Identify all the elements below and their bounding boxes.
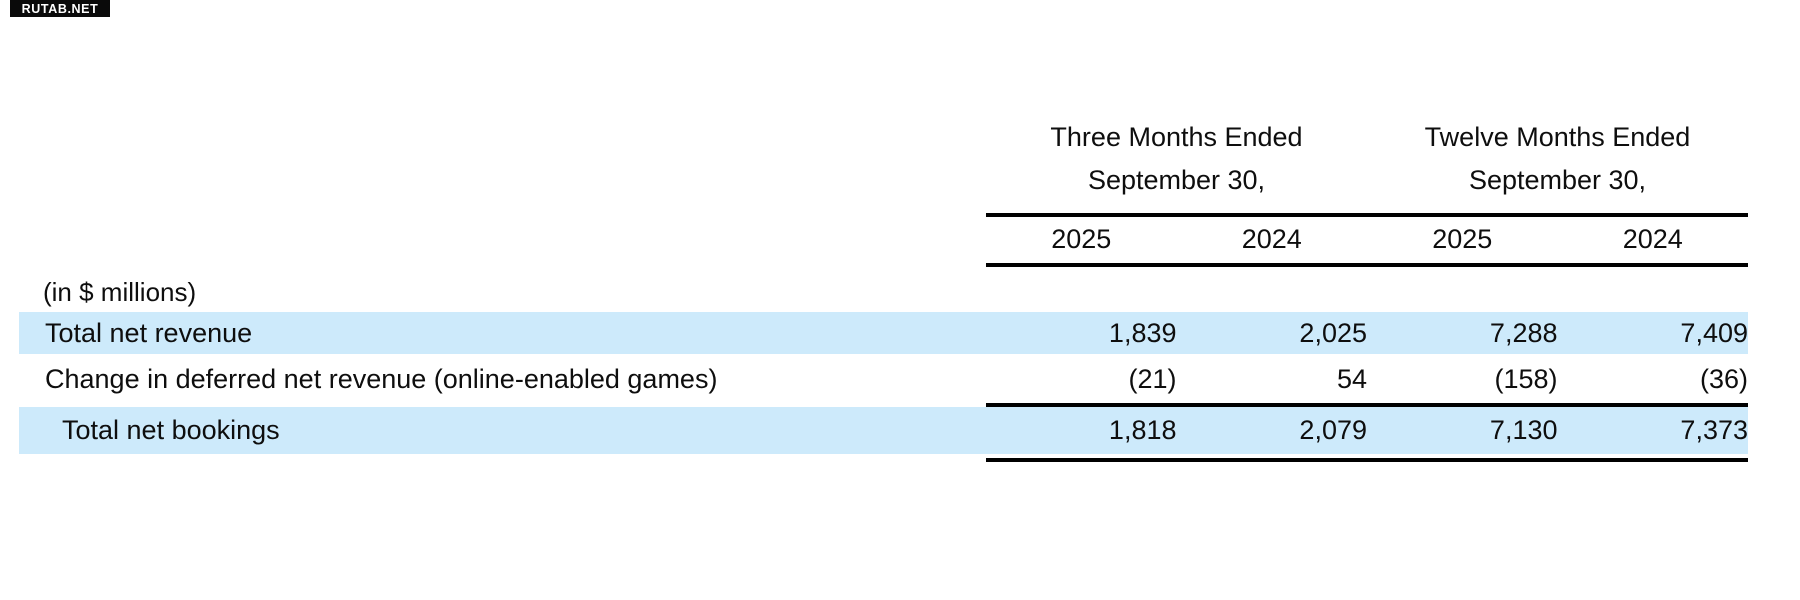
value-cell: 7,288 [1489, 317, 1558, 348]
column-group-title-line1: Three Months Ended [1050, 122, 1303, 152]
year-header-row: 2025 2024 2025 2024 [986, 219, 1748, 259]
column-group-title-line2: September 30, [1087, 165, 1266, 195]
value-cell: 7,409 [1680, 317, 1748, 348]
row-label: Total net bookings [62, 415, 280, 445]
row-total-net-bookings: Total net bookings 1,818 2,079 7,130 7,3… [19, 407, 1748, 454]
value-cell: (158) [1494, 363, 1558, 394]
year-column-header: 2024 [1241, 224, 1302, 254]
value-cell: 1,818 [1108, 415, 1177, 445]
total-row-top-rule [986, 403, 1748, 407]
column-group-title-line1: Twelve Months Ended [1424, 122, 1691, 152]
value-cell: 1,839 [1108, 317, 1177, 348]
row-change-in-deferred-net-revenue: Change in deferred net revenue (online-e… [19, 355, 1748, 403]
row-label: Change in deferred net revenue (online-e… [45, 363, 718, 394]
total-row-bottom-rule [986, 458, 1748, 462]
column-group-twelve-months: Twelve Months Ended September 30, [1367, 116, 1748, 202]
year-column-header: 2024 [1622, 224, 1683, 254]
row-label: Total net revenue [45, 317, 253, 348]
value-cell: 2,079 [1299, 415, 1367, 445]
column-group-title-line2: September 30, [1468, 165, 1647, 195]
value-cell: 7,373 [1680, 415, 1748, 445]
column-group-three-months: Three Months Ended September 30, [986, 116, 1367, 202]
watermark-badge: RUTAB.NET [10, 0, 110, 17]
header-top-rule [986, 213, 1748, 217]
value-cell: 54 [1336, 363, 1367, 394]
value-cell: 7,130 [1489, 415, 1558, 445]
value-cell: 2,025 [1299, 317, 1367, 348]
year-column-header: 2025 [1051, 224, 1112, 254]
units-note: (in $ millions) [43, 277, 197, 307]
header-bottom-rule [986, 263, 1748, 267]
value-cell: (21) [1128, 363, 1177, 394]
value-cell: (36) [1699, 363, 1748, 394]
year-column-header: 2025 [1432, 224, 1493, 254]
row-total-net-revenue: Total net revenue 1,839 2,025 7,288 7,40… [19, 312, 1748, 354]
